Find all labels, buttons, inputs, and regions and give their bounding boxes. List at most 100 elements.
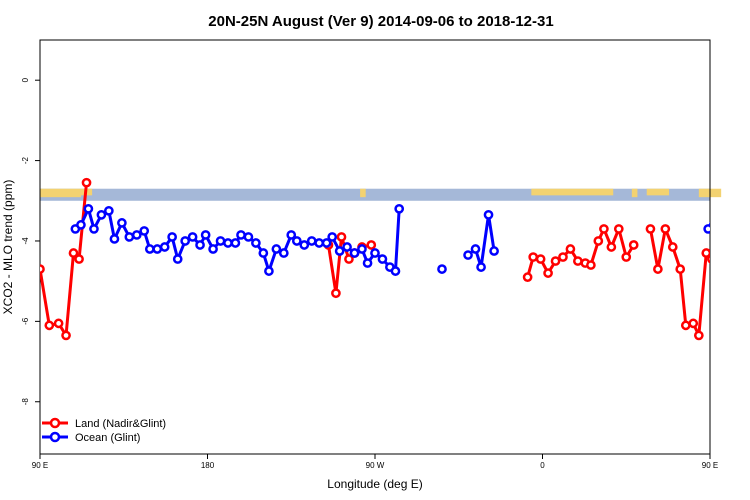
data-point-land (44, 320, 55, 331)
data-point-land (344, 254, 354, 264)
data-point-ocean (124, 232, 135, 242)
data-point-ocean (703, 224, 710, 234)
plot-area (39, 39, 750, 455)
data-point-land (40, 264, 45, 274)
data-point-ocean (390, 266, 401, 276)
y-axis-label: XCO2 - MLO trend (ppm) (1, 180, 15, 315)
data-point-ocean (489, 246, 499, 256)
data-point-land (606, 242, 617, 252)
data-point-land (522, 272, 533, 282)
map-strip-land (531, 188, 614, 196)
data-point-ocean (394, 203, 405, 214)
x-axis-label: Longitude (deg E) (327, 477, 422, 491)
legend-label-ocean: Ocean (Glint) (75, 432, 140, 444)
series-line-land (526, 227, 635, 278)
data-point-land (366, 240, 377, 250)
data-point-ocean (200, 230, 211, 240)
data-point-ocean (172, 254, 183, 264)
data-point-ocean (251, 238, 261, 248)
data-point-ocean (139, 226, 150, 236)
data-point-ocean (144, 244, 155, 254)
data-point-land (680, 320, 691, 331)
data-point-ocean (223, 238, 233, 248)
series-lines (40, 182, 710, 337)
y-tick-label: -8 (21, 398, 30, 406)
x-tick-label: 90 W (366, 461, 385, 470)
map-strip (40, 188, 722, 201)
data-point-ocean (236, 230, 246, 240)
data-point-ocean (109, 234, 120, 244)
data-point-ocean (159, 242, 170, 252)
data-point-land (543, 268, 553, 278)
legend-marker-land (49, 417, 61, 429)
data-point-ocean (286, 230, 297, 240)
data-point-land (331, 288, 341, 299)
data-point-ocean (349, 248, 360, 258)
legend: Land (Nadir&Glint) Ocean (Glint) (42, 417, 166, 444)
data-point-land (535, 254, 546, 264)
data-point-ocean (131, 230, 142, 240)
map-strip-land (631, 188, 638, 198)
data-point-ocean (215, 236, 226, 246)
data-point-ocean (104, 205, 114, 216)
x-tick-label: 90 E (702, 461, 718, 470)
data-point-ocean (230, 238, 241, 248)
data-point-land (550, 256, 561, 266)
data-point-land (573, 256, 583, 266)
legend-item-ocean: Ocean (Glint) (42, 431, 140, 444)
data-point-ocean (342, 242, 352, 252)
data-point-ocean (334, 246, 345, 256)
data-point-ocean (258, 248, 269, 258)
data-point-land (621, 252, 632, 262)
data-point-ocean (117, 218, 127, 228)
data-point-ocean (76, 220, 86, 230)
data-point-land (660, 224, 671, 234)
data-point-land (653, 264, 663, 274)
data-point-ocean (723, 225, 730, 232)
map-strip-land (360, 188, 366, 198)
data-point-land (528, 252, 539, 262)
data-point-ocean (299, 240, 310, 250)
map-strip-land (40, 188, 81, 198)
data-point-land (74, 254, 84, 264)
data-point-land (599, 224, 609, 234)
data-point-land (667, 242, 678, 252)
x-tick-label: 90 E (32, 461, 48, 470)
data-point-ocean (306, 236, 317, 246)
data-point-ocean (437, 264, 447, 274)
series-line-ocean (707, 225, 710, 231)
y-tick-label: -6 (21, 317, 30, 325)
data-point-ocean (195, 240, 205, 250)
x-tick-label: 180 (201, 461, 215, 470)
data-point-ocean (291, 236, 302, 246)
data-point-land (53, 318, 64, 329)
data-point-ocean (357, 244, 367, 254)
data-point-ocean (187, 232, 198, 242)
data-point-land (693, 330, 704, 341)
data-point-land (586, 260, 596, 270)
y-tick-label: -2 (21, 156, 30, 164)
data-point-land (675, 264, 686, 274)
data-point-land (688, 318, 699, 329)
data-point-land (593, 236, 604, 246)
data-point-ocean (180, 236, 191, 246)
data-point-land (68, 248, 79, 258)
legend-item-land: Land (Nadir&Glint) (42, 417, 166, 430)
x-tick-label: 0 (540, 461, 545, 470)
y-tick-label: -4 (21, 237, 30, 245)
x-axis: 90 E 180 90 W 0 90 E (32, 454, 718, 470)
map-strip-land (646, 188, 670, 196)
data-point-land (565, 244, 576, 254)
data-point-ocean (463, 250, 473, 260)
data-point-ocean (731, 211, 738, 218)
data-point-ocean (271, 244, 282, 254)
legend-marker-ocean (49, 431, 61, 443)
legend-label-land: Land (Nadir&Glint) (75, 418, 166, 430)
data-point-land (558, 252, 568, 262)
data-point-land (707, 254, 710, 264)
data-point-ocean (744, 235, 750, 242)
data-point-land (613, 224, 624, 234)
data-point-ocean (476, 262, 486, 272)
data-point-ocean (708, 221, 710, 229)
